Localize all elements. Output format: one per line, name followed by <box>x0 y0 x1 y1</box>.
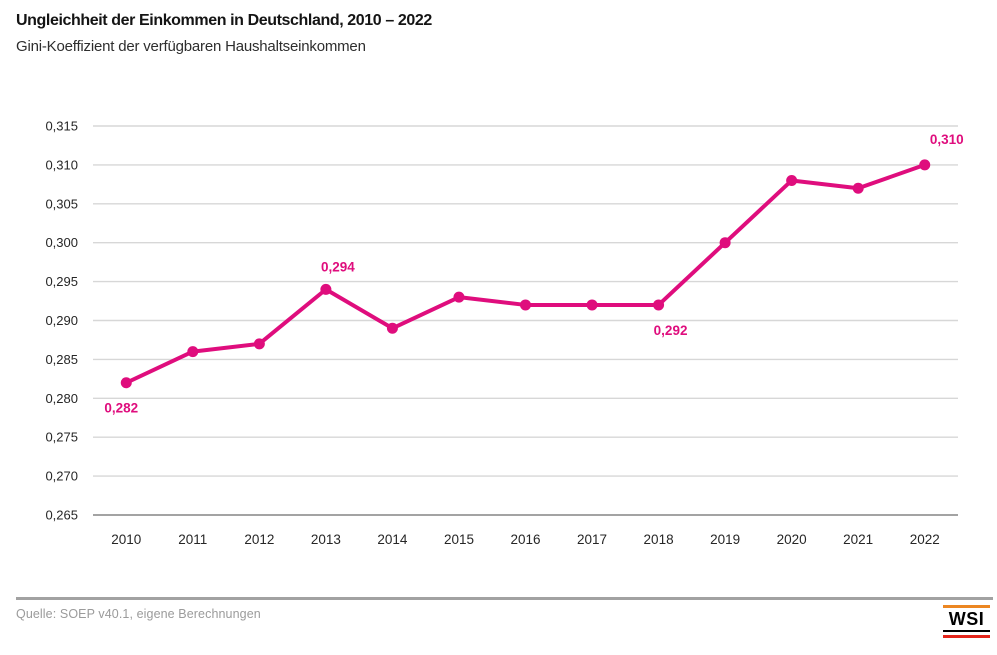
y-tick-label: 0,310 <box>45 157 78 172</box>
data-point <box>852 182 864 194</box>
y-tick-label: 0,315 <box>45 119 78 134</box>
x-tick-label: 2020 <box>777 532 807 547</box>
y-tick-label: 0,300 <box>45 235 78 250</box>
wsi-logo: WSI <box>943 605 990 638</box>
y-tick-label: 0,275 <box>45 430 78 445</box>
point-value-label: 0,294 <box>321 259 355 274</box>
logo-red-bar <box>943 635 990 638</box>
data-point <box>253 338 265 350</box>
x-tick-label: 2019 <box>710 532 740 547</box>
x-tick-label: 2017 <box>577 532 607 547</box>
y-tick-label: 0,285 <box>45 352 78 367</box>
y-tick-label: 0,280 <box>45 391 78 406</box>
logo-orange-bar <box>943 605 990 608</box>
y-tick-label: 0,295 <box>45 274 78 289</box>
point-value-label: 0,292 <box>654 323 688 338</box>
chart-title: Ungleichheit der Einkommen in Deutschlan… <box>16 12 432 29</box>
y-tick-label: 0,265 <box>45 508 78 523</box>
x-tick-label: 2018 <box>644 532 674 547</box>
wsi-logo-text: WSI <box>943 608 990 632</box>
data-point <box>520 299 531 311</box>
chart-subtitle: Gini-Koeffizient der verfügbaren Haushal… <box>16 38 366 55</box>
x-tick-label: 2016 <box>510 532 540 547</box>
data-point <box>919 159 931 171</box>
x-tick-label: 2012 <box>244 532 274 547</box>
x-tick-label: 2022 <box>910 532 940 547</box>
footer-divider <box>16 597 993 600</box>
point-value-label: 0,310 <box>930 132 964 147</box>
x-tick-label: 2011 <box>178 532 207 547</box>
data-point <box>453 291 465 303</box>
y-tick-label: 0,305 <box>45 196 78 211</box>
data-point <box>120 377 132 389</box>
y-tick-label: 0,270 <box>45 469 78 484</box>
chart-header: Ungleichheit der Einkommen in Deutschlan… <box>16 10 432 55</box>
x-tick-label: 2014 <box>377 532 408 547</box>
gini-line-chart: 0,265 0,270 0,275 0,280 0,285 0,290 0,295 0,300… <box>45 119 964 548</box>
source-note: Quelle: SOEP v40.1, eigene Berechnungen <box>16 607 261 621</box>
y-tick-label: 0,290 <box>45 313 78 328</box>
data-point <box>320 283 332 295</box>
data-point <box>653 299 665 311</box>
data-line <box>124 162 927 385</box>
data-point <box>719 237 731 249</box>
data-point <box>786 174 798 186</box>
data-point <box>386 322 398 334</box>
x-tick-label: 2015 <box>444 532 474 547</box>
x-tick-label: 2013 <box>311 532 341 547</box>
data-point <box>586 299 598 311</box>
x-tick-label: 2021 <box>843 532 873 547</box>
point-value-label: 0,282 <box>104 401 138 416</box>
data-point <box>187 346 199 358</box>
x-tick-label: 2010 <box>111 532 141 547</box>
